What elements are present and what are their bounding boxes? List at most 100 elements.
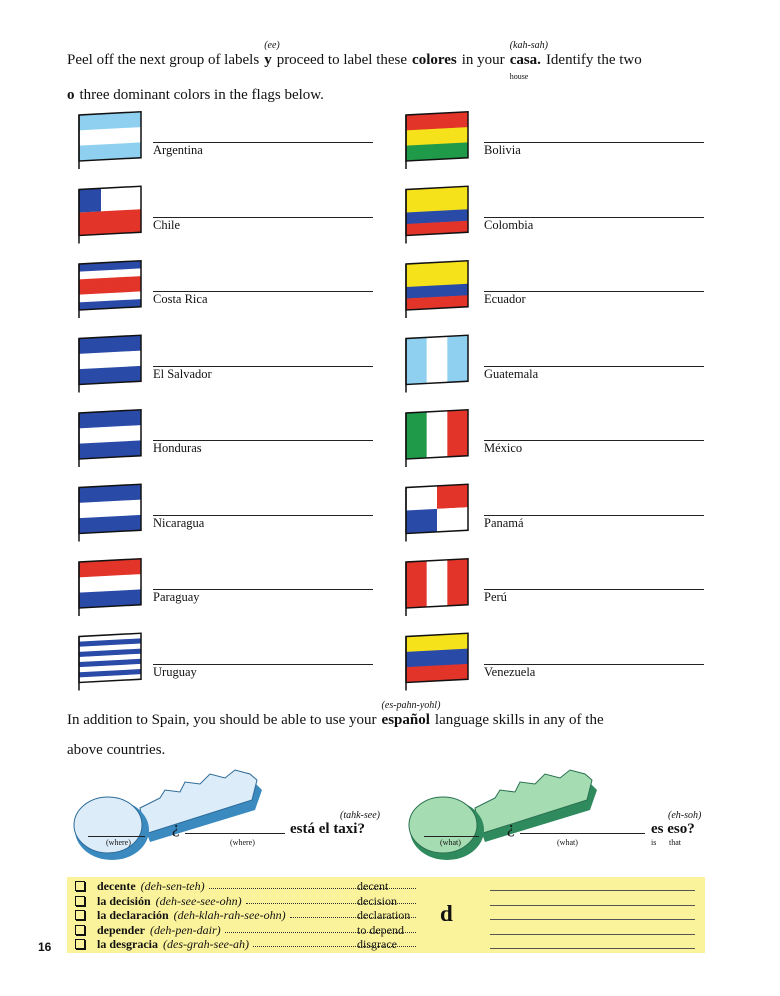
flag-part bbox=[79, 409, 141, 429]
vocab-row: la desgracia (des-grah-see-ah) bbox=[75, 937, 420, 951]
flag-part bbox=[426, 410, 448, 458]
country-name: Bolivia bbox=[484, 143, 521, 157]
segment: In addition to Spain, you should be able… bbox=[67, 710, 377, 730]
flag-part bbox=[79, 669, 141, 678]
flag-part bbox=[79, 663, 141, 673]
label-line bbox=[153, 291, 373, 292]
blank-line bbox=[520, 833, 645, 834]
flag-part bbox=[426, 336, 448, 384]
flag-part bbox=[79, 142, 141, 162]
text: In addition to Spain, you should be able… bbox=[67, 712, 377, 728]
gloss: is bbox=[651, 838, 657, 847]
flag-part bbox=[79, 283, 141, 295]
flag-part bbox=[406, 283, 468, 299]
flag-part bbox=[79, 484, 141, 504]
flag-part bbox=[79, 127, 141, 146]
blank-label: (where) bbox=[230, 838, 255, 847]
word: decente bbox=[97, 879, 136, 893]
country-name: Perú bbox=[484, 590, 507, 604]
gloss: that bbox=[669, 838, 681, 847]
english: decent bbox=[357, 879, 389, 893]
blank-line bbox=[88, 836, 145, 837]
segment: (es-pahn-yohl) español bbox=[382, 700, 441, 730]
gloss: house bbox=[509, 72, 529, 81]
flag bbox=[405, 408, 469, 468]
flag bbox=[78, 557, 142, 617]
flag-part bbox=[79, 674, 141, 683]
pronunciation: (des-grah-see-ah) bbox=[163, 937, 249, 952]
flag-part bbox=[406, 633, 468, 653]
checkbox bbox=[75, 881, 85, 891]
vocab-row: la decisión (deh-see-see-ohn) bbox=[75, 894, 420, 908]
leader bbox=[245, 894, 416, 904]
flag-part bbox=[406, 560, 427, 608]
country-name: Panamá bbox=[484, 515, 524, 530]
word: la desgracia bbox=[97, 937, 158, 952]
segment: Identify the two bbox=[546, 50, 642, 70]
flag bbox=[405, 334, 469, 393]
flag-part bbox=[406, 663, 468, 683]
english: declaration bbox=[357, 908, 411, 923]
country-name: Guatemala bbox=[484, 366, 539, 381]
country-name: Honduras bbox=[153, 441, 202, 455]
flag bbox=[78, 408, 142, 468]
country-name: Colombia bbox=[484, 217, 534, 232]
label-line bbox=[484, 291, 704, 292]
flag bbox=[405, 483, 469, 542]
blank-line bbox=[185, 833, 285, 834]
country-name: El Salvador bbox=[153, 366, 212, 381]
flag-part bbox=[79, 633, 141, 642]
label-line bbox=[484, 440, 704, 441]
flag-part bbox=[406, 337, 427, 385]
flag-part bbox=[79, 291, 141, 303]
checkbox bbox=[75, 895, 85, 906]
flag-part bbox=[406, 485, 437, 511]
writing-line bbox=[490, 890, 695, 891]
vocab-row: decente (deh-sen-teh) bbox=[75, 879, 420, 893]
flag-part bbox=[79, 653, 141, 663]
english: to depend bbox=[357, 922, 404, 937]
english: disgrace bbox=[357, 937, 397, 952]
text: Identify the two bbox=[545, 52, 642, 68]
pronunciation: (eh-soh) bbox=[668, 810, 702, 821]
flag-part bbox=[79, 268, 141, 280]
flag-part bbox=[406, 220, 468, 236]
flag bbox=[78, 483, 142, 542]
text: language skills in any of the bbox=[434, 712, 604, 728]
flag-part bbox=[437, 507, 468, 532]
flag bbox=[405, 259, 469, 319]
checkbox bbox=[75, 924, 85, 935]
segment: above countries. bbox=[67, 740, 165, 760]
country-name: Chile bbox=[153, 217, 181, 232]
country-name: Nicaragua bbox=[153, 515, 205, 530]
word: la decisión bbox=[97, 893, 151, 908]
key-label: (what) bbox=[440, 838, 461, 847]
flag-part bbox=[437, 484, 468, 509]
flag-part bbox=[79, 440, 141, 460]
segment: three dominant colors in the flags below… bbox=[80, 85, 324, 105]
outro-line: above countries. bbox=[67, 740, 170, 760]
leader bbox=[252, 937, 416, 948]
country-name: Venezuela bbox=[484, 664, 536, 679]
flag-part bbox=[79, 499, 141, 519]
country-name: Uruguay bbox=[153, 664, 197, 679]
label-line bbox=[153, 440, 373, 441]
flag-part bbox=[79, 658, 141, 668]
flag-part bbox=[79, 335, 141, 355]
flag-part bbox=[79, 514, 141, 534]
segment: colores bbox=[412, 50, 457, 70]
bold-word: colores bbox=[412, 52, 457, 68]
flag-part bbox=[79, 643, 141, 653]
flag-part bbox=[426, 559, 448, 607]
flag-part bbox=[79, 425, 141, 444]
flag bbox=[78, 259, 142, 319]
letter: d bbox=[440, 901, 453, 926]
flag-part bbox=[406, 111, 468, 131]
writing-line bbox=[490, 933, 695, 935]
flag-part bbox=[406, 127, 468, 146]
checkbox bbox=[75, 939, 85, 950]
text: proceed to label these bbox=[276, 52, 408, 68]
flag-part bbox=[406, 508, 437, 534]
text: above countries. bbox=[67, 742, 166, 758]
